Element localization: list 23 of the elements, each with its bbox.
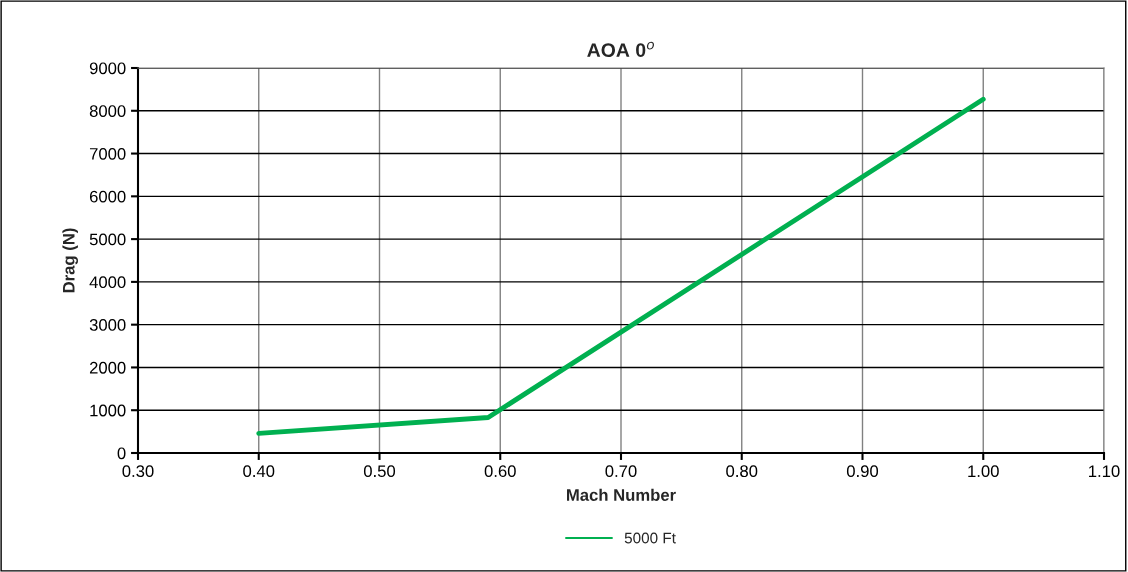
x-tick-label: 1.00: [968, 465, 999, 478]
x-tick-label: 0.60: [484, 465, 516, 478]
x-tick-label: 0.90: [846, 465, 879, 478]
y-tick-label: 1000: [90, 404, 126, 417]
y-tick-label: 2000: [89, 361, 126, 374]
y-tick-label: 9000: [89, 62, 126, 75]
x-tick-label: 0.80: [726, 465, 758, 478]
y-tick-label: 8000: [89, 105, 126, 117]
y-tick-label: 3000: [89, 319, 126, 331]
x-tick-label: 1.10: [1089, 465, 1120, 478]
y-tick-label: 0: [117, 447, 126, 460]
x-tick-label: 0.70: [605, 465, 637, 478]
x-tick-label: 0.50: [363, 465, 396, 478]
y-axis-title: Drag (N): [62, 228, 79, 293]
y-tick-label: 6000: [89, 190, 126, 203]
x-tick-label: 0.40: [243, 465, 275, 478]
legend-label: 5000 Ft: [624, 532, 676, 544]
chart-title: AOA 0$^{o}$: [587, 41, 654, 57]
x-axis-title: Mach Number: [567, 488, 676, 501]
y-tick-label: 5000: [89, 233, 126, 246]
y-tick-label: 7000: [89, 147, 126, 160]
y-tick-label: 4000: [89, 276, 126, 289]
x-tick-label: 0.30: [122, 465, 154, 478]
